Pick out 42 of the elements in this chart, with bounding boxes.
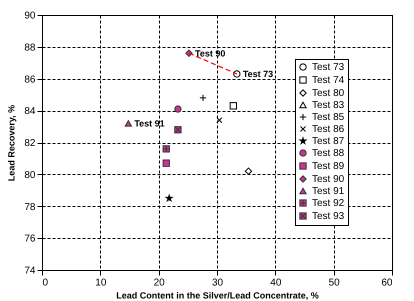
- point: [162, 160, 170, 167]
- legend-label: Test 80: [312, 88, 345, 99]
- point: [216, 117, 222, 124]
- legend-label: Test 91: [312, 186, 345, 197]
- y-tick-label: 80: [24, 170, 36, 181]
- legend-label: Test 73: [312, 62, 345, 73]
- point: [233, 70, 240, 78]
- legend-label: Test 85: [312, 112, 345, 123]
- point: [166, 194, 173, 202]
- y-tick-label: 86: [24, 74, 36, 86]
- x-tick-label: 40: [270, 278, 282, 288]
- point: [162, 145, 170, 153]
- legend-label: Test 88: [312, 148, 345, 159]
- x-axis-title: Lead Content in the Silver/Lead Concentrate, %: [116, 290, 319, 300]
- point: [124, 120, 132, 127]
- y-tick-label: 78: [24, 202, 36, 213]
- x-tick-label: 50: [328, 278, 340, 288]
- x-tick-label: 0: [42, 278, 48, 288]
- legend-label: Test 92: [312, 198, 345, 209]
- x-tick-label: 30: [212, 278, 224, 288]
- x-tick-label: 60: [381, 278, 393, 288]
- point: [174, 105, 182, 113]
- legend-label: Test 87: [312, 136, 345, 147]
- y-tick-label: 76: [24, 234, 36, 245]
- annotation: Test 73: [242, 68, 274, 79]
- point: [230, 102, 237, 110]
- annotation: Test 91: [134, 118, 165, 128]
- legend-label: Test 83: [312, 100, 345, 111]
- legend-label: Test 90: [312, 174, 345, 185]
- legend-label: Test 93: [312, 211, 345, 222]
- legend-label: Test 89: [312, 161, 345, 172]
- y-tick-label: 88: [24, 42, 36, 54]
- point: [244, 168, 252, 175]
- y-tick-label: 90: [24, 10, 36, 22]
- legend-label: Test 74: [312, 75, 345, 86]
- x-tick-label: 20: [154, 278, 166, 288]
- y-tick-label: 82: [24, 138, 36, 149]
- y-tick-label: 74: [24, 266, 36, 276]
- legend-label: Test 86: [312, 124, 345, 135]
- y-tick-label: 84: [24, 106, 36, 118]
- x-tick-label: 10: [95, 278, 107, 288]
- y-axis-title: Lead Recovery, %: [6, 104, 16, 182]
